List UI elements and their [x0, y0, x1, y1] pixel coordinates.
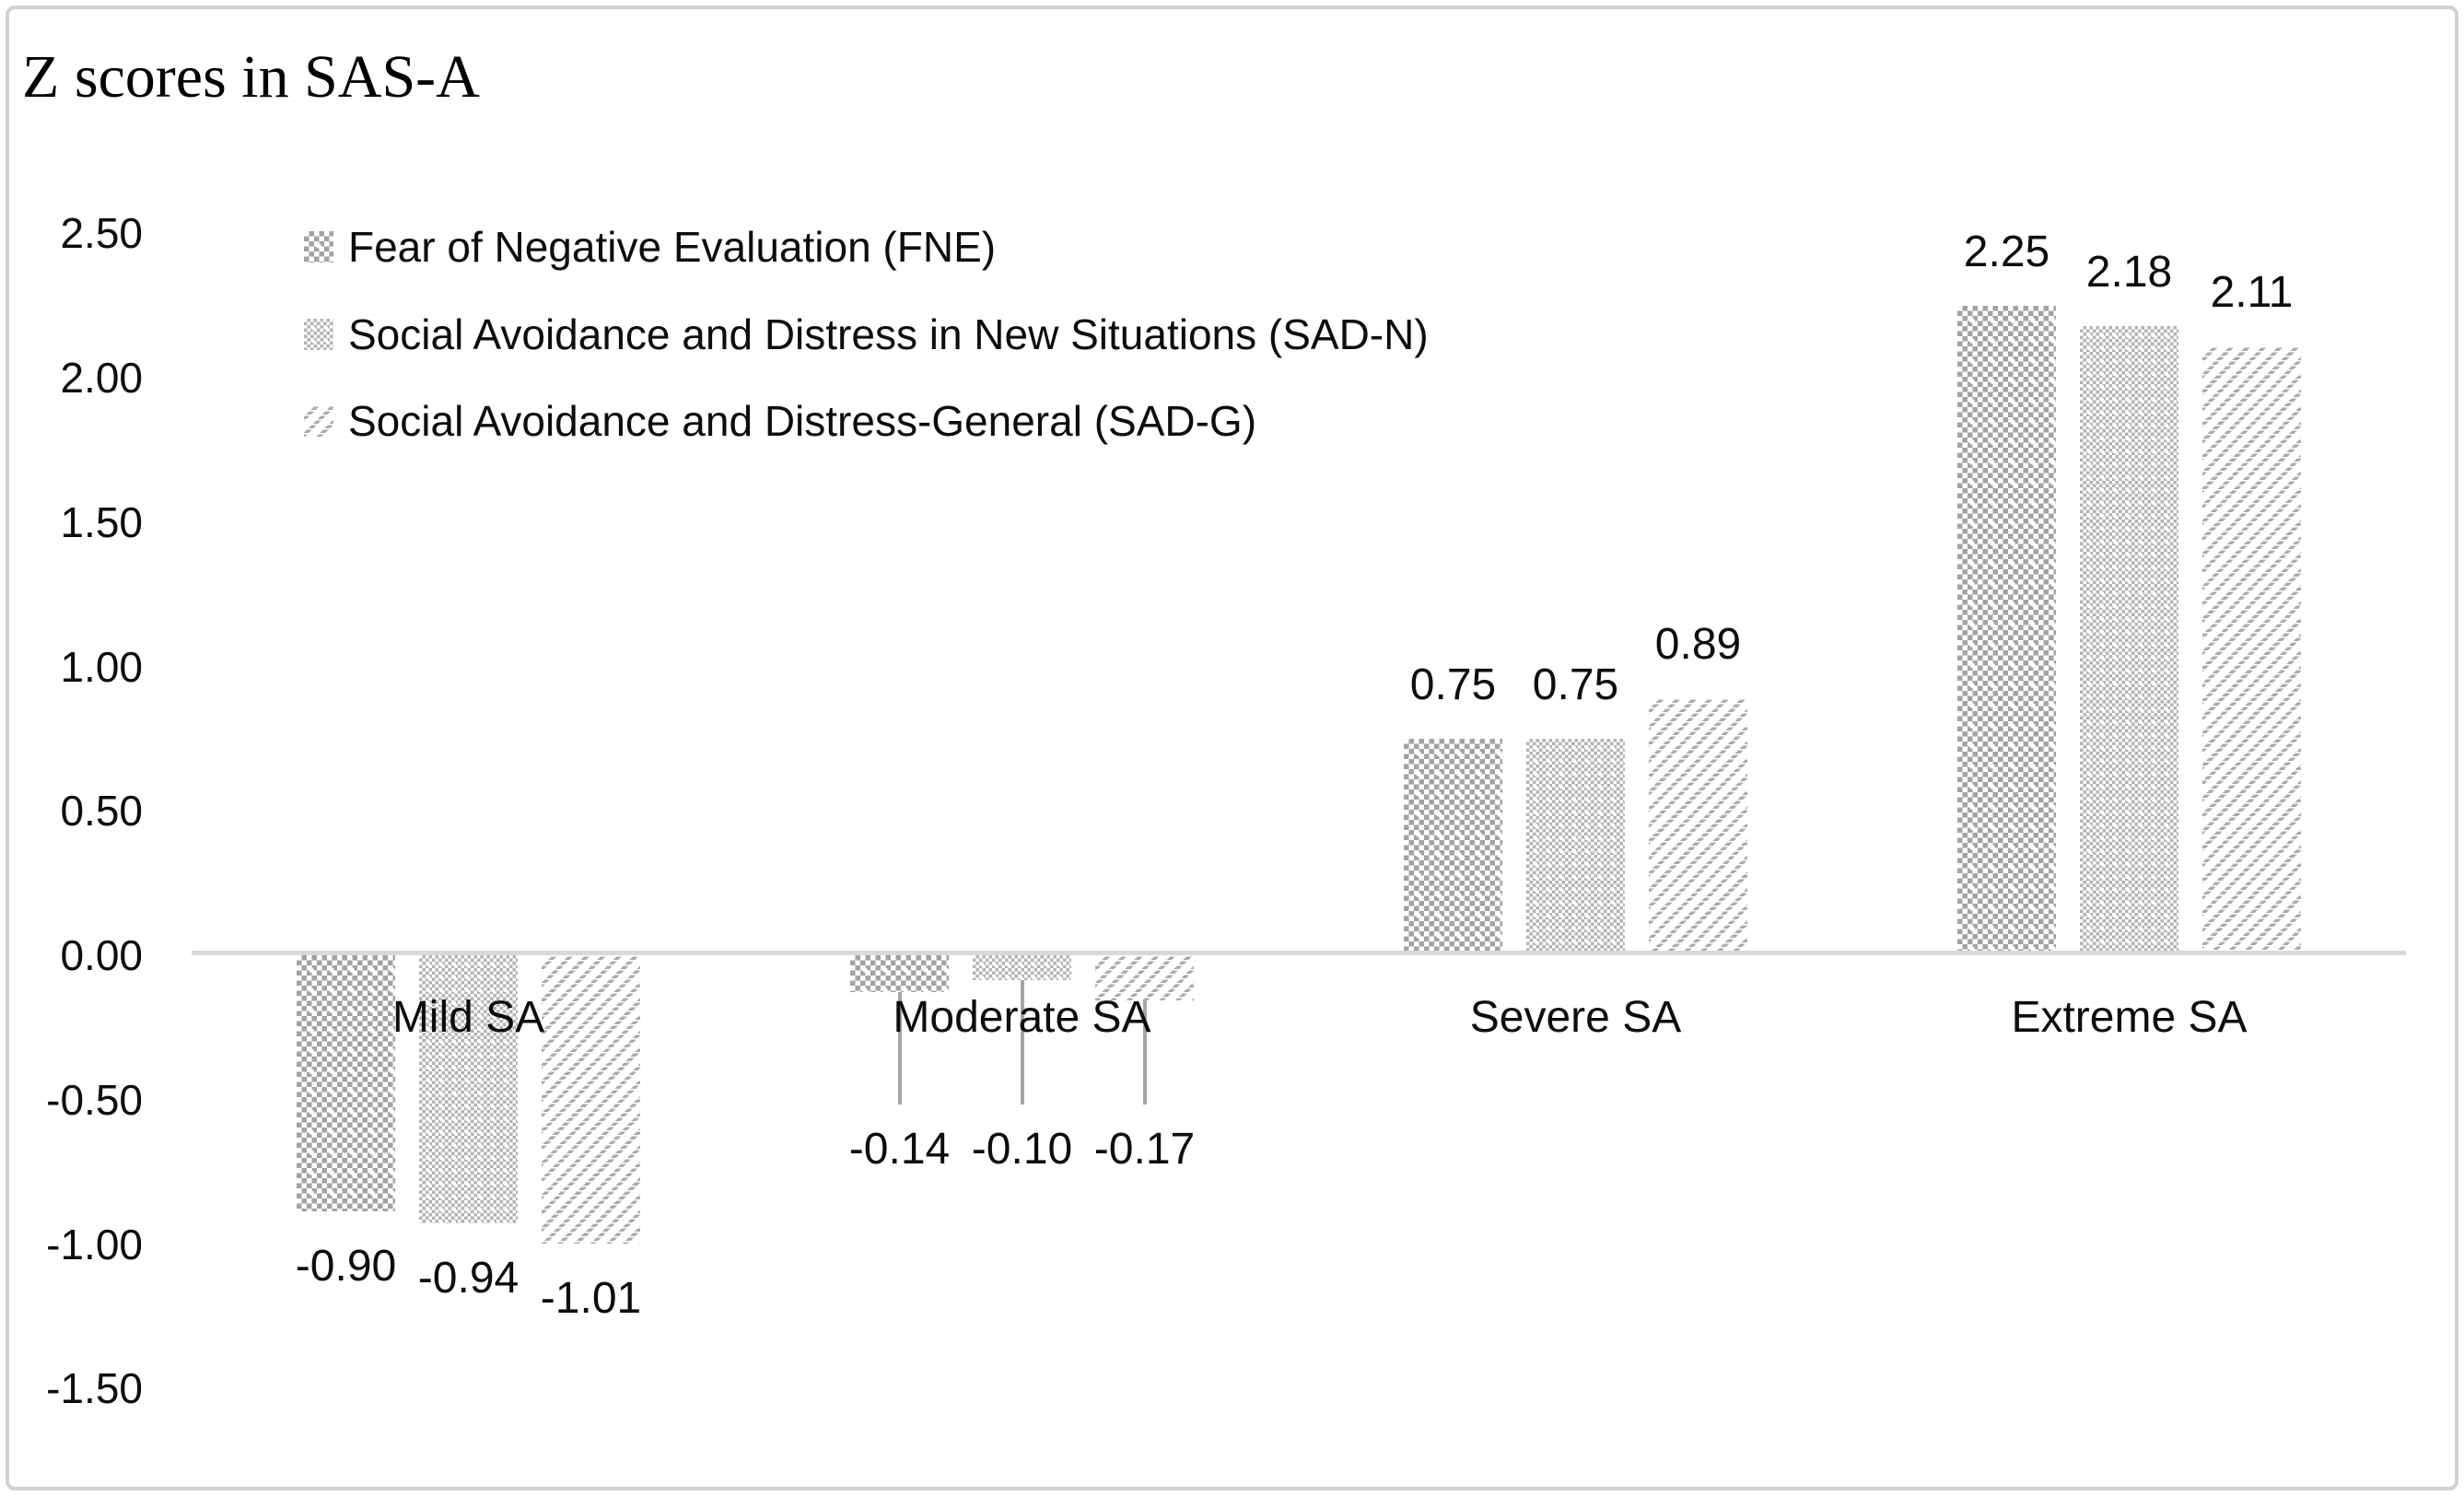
bar-checker-fine — [973, 955, 1071, 981]
y-axis-tick-label: 0.00 — [60, 931, 143, 979]
category-label: Moderate SA — [893, 993, 1151, 1042]
y-axis-tick-label: 2.00 — [60, 354, 143, 402]
bar-data-label: 2.25 — [1963, 227, 2050, 276]
bar-diagonal-dash — [1649, 697, 1747, 951]
leader-line — [1142, 1000, 1147, 1104]
checker-fine-swatch-icon — [304, 319, 333, 351]
y-axis-tick-label: -1.50 — [46, 1364, 143, 1413]
category-label: Extreme SA — [2011, 993, 2248, 1042]
category-label: Mild SA — [391, 993, 545, 1042]
bar-data-label: -0.14 — [848, 1125, 951, 1174]
y-axis-tick-label: 2.50 — [60, 209, 143, 258]
legend-label-sadn: Social Avoidance and Distress in New Sit… — [348, 310, 1429, 358]
bar-data-label: 0.89 — [1654, 619, 1742, 669]
bar-data-label: -0.94 — [417, 1253, 520, 1303]
bar-data-label: -1.01 — [540, 1273, 642, 1323]
bar-checker-fine — [1526, 738, 1625, 951]
bar-data-label: 0.75 — [1409, 660, 1497, 709]
legend-item-sadn: Social Avoidance and Distress in New Sit… — [304, 311, 1429, 358]
chart-title: Z scores in SAS-A — [22, 43, 480, 111]
x-axis-line — [192, 951, 2406, 955]
y-axis-tick-label: -0.50 — [46, 1075, 143, 1124]
bar-data-label: -0.90 — [295, 1242, 397, 1291]
leader-line — [897, 991, 902, 1104]
legend-label-fne: Fear of Negative Evaluation (FNE) — [348, 223, 997, 271]
y-axis-tick-label: 0.50 — [60, 787, 143, 836]
legend-label-sadg: Social Avoidance and Distress-General (S… — [348, 397, 1257, 445]
y-axis-tick-label: -1.00 — [46, 1220, 143, 1268]
y-axis-tick-label: 1.00 — [60, 642, 143, 691]
bar-checker-dense — [850, 955, 949, 992]
bar-checker-fine — [2080, 325, 2178, 951]
diagonal-dash-swatch-icon — [304, 405, 333, 438]
bar-data-label: 0.75 — [1532, 660, 1619, 709]
checker-dense-swatch-icon — [304, 231, 333, 263]
bar-data-label: 2.11 — [2210, 267, 2294, 317]
category-label: Severe SA — [1469, 993, 1682, 1042]
bar-data-label: -0.10 — [971, 1125, 1073, 1174]
bar-data-label: -0.17 — [1093, 1125, 1196, 1174]
legend-item-sadg: Social Avoidance and Distress-General (S… — [304, 398, 1256, 445]
bar-diagonal-dash — [2202, 345, 2301, 951]
leader-line — [1020, 980, 1024, 1104]
bar-checker-fine — [419, 955, 518, 1223]
bar-checker-dense — [297, 955, 395, 1212]
bar-checker-dense — [1957, 305, 2056, 951]
legend-item-fne: Fear of Negative Evaluation (FNE) — [304, 224, 996, 271]
bar-data-label: 2.18 — [2085, 247, 2173, 297]
bar-checker-dense — [1404, 738, 1502, 951]
bar-diagonal-dash — [542, 955, 640, 1244]
y-axis-tick-label: 1.50 — [60, 497, 143, 546]
bar-diagonal-dash — [1095, 955, 1194, 1001]
